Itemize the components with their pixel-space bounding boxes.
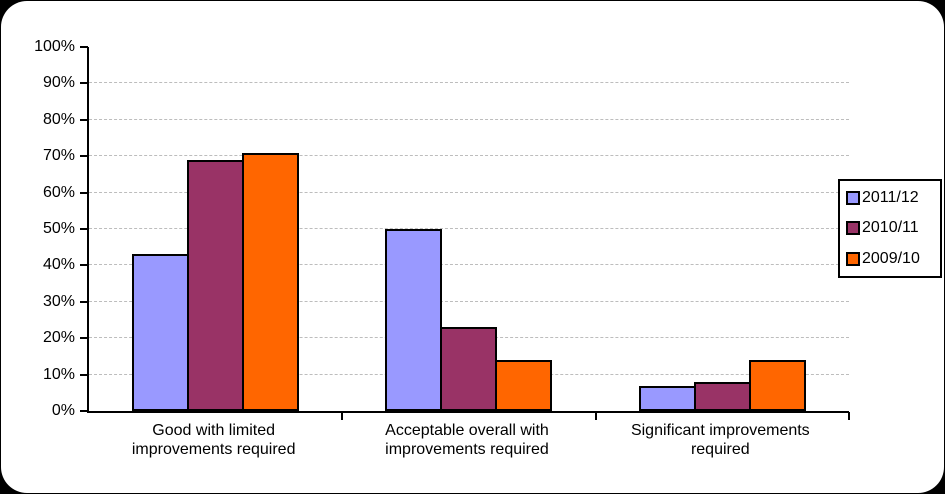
y-axis-tick	[80, 82, 88, 85]
y-axis-tick	[80, 300, 88, 303]
bar	[132, 254, 190, 411]
x-axis-labels: Good with limited improvements required A…	[87, 421, 847, 459]
legend-swatch	[846, 191, 860, 206]
gridline	[89, 264, 849, 266]
gridline	[89, 228, 849, 229]
y-axis-label: 40%	[42, 256, 75, 274]
x-axis-tick	[848, 412, 850, 420]
x-axis-tick	[341, 412, 344, 420]
legend-label: 2009/10	[862, 249, 920, 267]
legend-label: 2011/12	[862, 189, 919, 207]
legend-swatch	[846, 251, 860, 266]
y-axis-tick	[80, 264, 88, 267]
bar	[748, 360, 806, 411]
x-axis-tick	[594, 412, 597, 420]
x-axis-label-cell: Acceptable overall with improvements req…	[340, 421, 593, 459]
y-axis-tick	[80, 155, 88, 158]
y-axis-tick	[80, 228, 88, 230]
legend-item: 2010/11	[846, 220, 938, 236]
y-axis-tick	[80, 118, 88, 121]
bar	[385, 229, 443, 411]
y-axis-tick	[80, 373, 88, 376]
y-axis-label: 0%	[51, 402, 75, 419]
x-axis-label: Good with limited improvements required	[131, 422, 296, 458]
bar	[638, 385, 696, 411]
x-axis-label: Significant improvements required	[630, 422, 810, 458]
bar-group	[596, 47, 849, 411]
x-axis-label-cell: Good with limited improvements required	[87, 421, 340, 459]
plot-area	[80, 46, 850, 420]
y-axis-label: 30%	[42, 292, 75, 310]
y-axis-label: 60%	[42, 183, 75, 201]
bar-group	[89, 47, 342, 411]
x-axis-label-cell: Significant improvements required	[594, 421, 847, 459]
legend-swatch	[846, 221, 860, 236]
y-axis-tick	[80, 337, 88, 340]
y-axis-label: 100%	[34, 38, 75, 55]
y-axis-label: 50%	[42, 220, 75, 237]
bar-groups	[89, 47, 849, 411]
gridline	[89, 118, 849, 120]
y-axis-label: 20%	[42, 329, 75, 347]
y-axis-tick	[80, 191, 88, 194]
legend: 2011/12 2010/11 2009/10	[838, 179, 942, 278]
bar	[242, 152, 300, 411]
y-axis-tick	[80, 46, 88, 48]
bar	[187, 159, 245, 411]
y-axis-tick	[80, 410, 88, 412]
y-axis-label: 70%	[42, 147, 75, 165]
gridline	[89, 300, 849, 302]
bar	[495, 360, 553, 411]
legend-item: 2009/10	[846, 249, 938, 267]
legend-item: 2011/12	[846, 190, 938, 206]
y-axis-label: 10%	[42, 365, 75, 383]
bar-group	[342, 47, 595, 411]
y-axis-labels: 0% 10% 20% 30% 40% 50% 60% 70% 80% 90% 100%	[1, 38, 75, 419]
gridline	[89, 82, 849, 84]
x-axis-label: Acceptable overall with improvements req…	[385, 422, 549, 458]
legend-label: 2010/11	[862, 219, 919, 237]
bar	[693, 381, 751, 411]
y-axis-label: 90%	[42, 74, 75, 92]
gridline	[89, 155, 849, 157]
gridline	[89, 191, 849, 193]
y-axis-label: 80%	[42, 110, 75, 128]
bar	[440, 327, 498, 411]
